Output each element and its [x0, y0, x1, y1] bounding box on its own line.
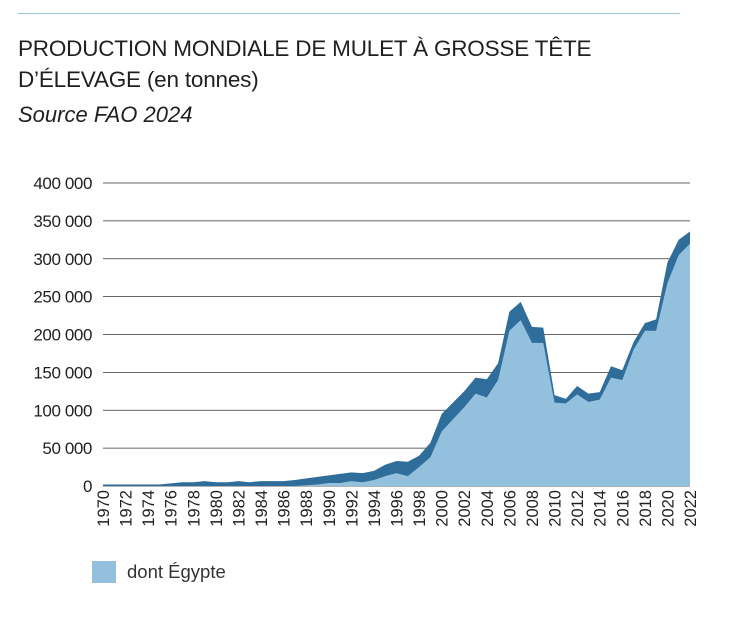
chart-title: PRODUCTION MONDIALE DE MULET À GROSSE TÊ… — [18, 33, 698, 95]
chart-title-line1: PRODUCTION MONDIALE DE MULET À GROSSE TÊ… — [18, 36, 592, 61]
x-tick-label: 2014 — [592, 490, 610, 527]
y-tick-label: 100 000 — [33, 401, 92, 420]
x-tick-label: 1998 — [411, 490, 429, 527]
x-tick-label: 2008 — [524, 490, 542, 527]
y-axis-labels: 0 50 000 100 000 150 000 200 000 250 000 300 0… — [33, 174, 92, 496]
legend: dont Égypte — [92, 561, 226, 583]
y-tick-label: 150 000 — [33, 363, 92, 382]
chart-title-line2: D’ÉLEVAGE (en tonnes) — [18, 67, 259, 92]
x-tick-label: 1984 — [253, 490, 271, 527]
plot-areas — [103, 231, 690, 486]
y-tick-label: 400 000 — [33, 174, 92, 193]
y-tick-label: 200 000 — [33, 326, 92, 345]
area-series-egypt — [103, 243, 690, 486]
x-tick-label: 1980 — [208, 490, 226, 527]
x-axis-labels: 1970 1972 1974 1976 1978 1980 1982 1984 1986 1988… — [95, 490, 700, 527]
x-tick-label: 2018 — [637, 490, 655, 527]
x-tick-label: 2016 — [614, 490, 632, 527]
top-rule — [18, 13, 680, 14]
x-tick-label: 2010 — [547, 490, 565, 527]
x-tick-label: 1974 — [140, 490, 158, 527]
x-tick-label: 1986 — [276, 490, 294, 527]
y-tick-label: 50 000 — [42, 439, 92, 458]
x-tick-label: 2012 — [569, 490, 587, 527]
x-tick-label: 1996 — [389, 490, 407, 527]
x-tick-label: 1994 — [366, 490, 384, 527]
x-tick-label: 1982 — [230, 490, 248, 527]
x-tick-label: 2020 — [659, 490, 677, 527]
y-tick-label: 300 000 — [33, 250, 92, 269]
x-tick-label: 2002 — [456, 490, 474, 527]
y-tick-label: 350 000 — [33, 212, 92, 231]
chart-source: Source FAO 2024 — [18, 102, 193, 127]
x-tick-label: 1972 — [118, 490, 136, 527]
legend-swatch-egypt — [92, 561, 116, 583]
x-tick-label: 1978 — [185, 490, 203, 527]
x-tick-label: 1976 — [163, 490, 181, 527]
y-tick-label: 0 — [83, 477, 92, 496]
x-tick-label: 1990 — [321, 490, 339, 527]
x-tick-label: 1988 — [298, 490, 316, 527]
x-tick-label: 2006 — [501, 490, 519, 527]
x-tick-label: 1992 — [343, 490, 361, 527]
x-tick-label: 2004 — [479, 490, 497, 527]
legend-label-egypt: dont Égypte — [127, 561, 226, 582]
x-tick-label: 2022 — [682, 490, 700, 527]
x-tick-label: 2000 — [434, 490, 452, 527]
x-tick-label: 1970 — [95, 490, 113, 527]
y-tick-label: 250 000 — [33, 288, 92, 307]
